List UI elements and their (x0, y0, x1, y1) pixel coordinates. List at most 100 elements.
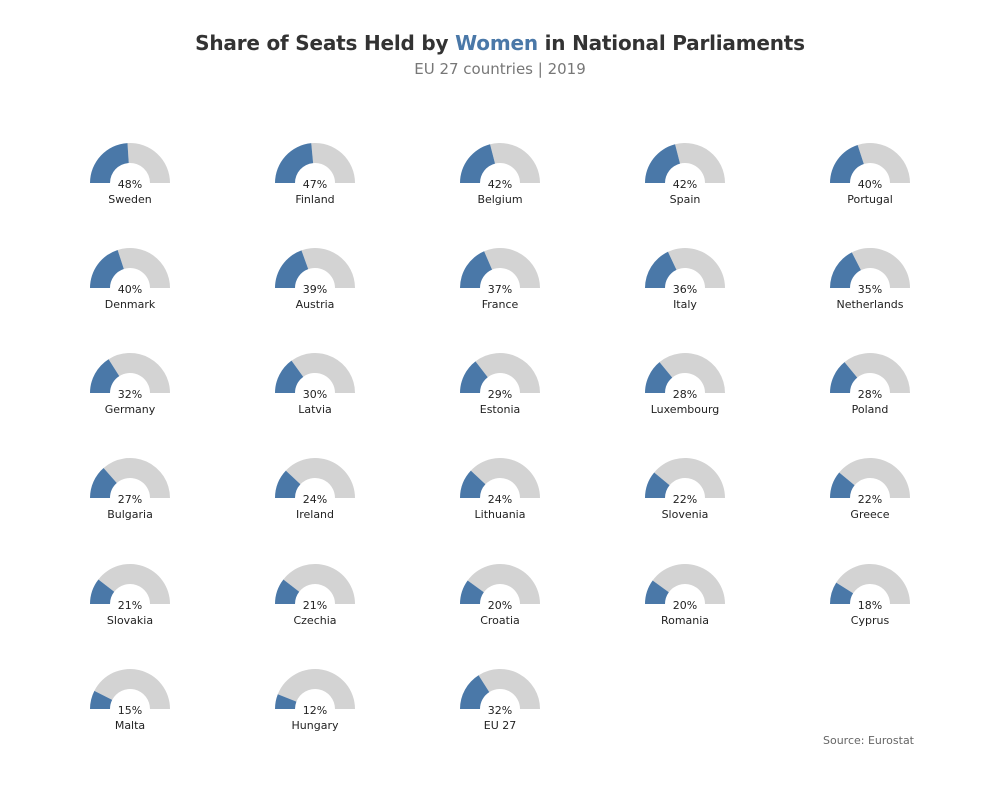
value-label-cyprus: 18% (858, 599, 882, 612)
gauge-malta: 15% Malta (90, 669, 170, 732)
gauge-rest-lithuania (470, 458, 540, 498)
gauge-rest-slovenia (654, 457, 725, 498)
country-label-hungary: Hungary (292, 719, 339, 732)
country-label-poland: Poland (852, 403, 889, 416)
gauge-rest-malta (94, 669, 170, 709)
value-label-netherlands: 35% (858, 283, 882, 296)
country-label-malta: Malta (115, 719, 145, 732)
gauge-germany: 32% Germany (90, 353, 170, 416)
country-label-spain: Spain (670, 193, 701, 206)
value-label-malta: 15% (118, 704, 142, 717)
value-label-spain: 42% (673, 178, 697, 191)
gauge-luxembourg: 28% Luxembourg (645, 352, 725, 416)
value-label-sweden: 48% (118, 178, 142, 191)
value-label-germany: 32% (118, 388, 142, 401)
gauge-estonia: 29% Estonia (460, 352, 541, 416)
gauge-romania: 20% Romania (645, 564, 725, 627)
country-label-slovenia: Slovenia (662, 508, 709, 521)
gauge-women-belgium (460, 144, 496, 183)
gauge-denmark: 40% Denmark (90, 248, 170, 311)
gauge-women-malta (90, 690, 113, 709)
gauge-bulgaria: 27% Bulgaria (90, 458, 170, 521)
value-label-czechia: 21% (303, 599, 327, 612)
value-label-italy: 36% (673, 283, 697, 296)
gauge-ireland: 24% Ireland (275, 458, 355, 521)
country-label-denmark: Denmark (105, 298, 156, 311)
gauge-slovakia: 21% Slovakia (90, 563, 170, 627)
gauge-women-czechia (275, 579, 300, 604)
country-label-cyprus: Cyprus (851, 614, 890, 627)
gauge-rest-slovakia (98, 563, 170, 604)
chart-subtitle: EU 27 countries | 2019 (414, 60, 586, 78)
gauge-women-netherlands (830, 252, 861, 288)
country-label-eu-27: EU 27 (484, 719, 517, 732)
gauge-rest-luxembourg (659, 352, 725, 393)
gauge-czechia: 21% Czechia (275, 563, 355, 627)
gauge-women-ireland (275, 470, 301, 498)
value-label-slovakia: 21% (118, 599, 142, 612)
gauge-slovenia: 22% Slovenia (645, 457, 725, 521)
gauge-women-romania (645, 580, 669, 604)
value-label-luxembourg: 28% (673, 388, 697, 401)
gauge-women-spain (645, 144, 681, 183)
gauge-rest-finland (311, 143, 355, 183)
country-label-ireland: Ireland (296, 508, 334, 521)
gauge-women-sweden (90, 143, 129, 183)
gauge-rest-belgium (490, 143, 540, 183)
country-label-italy: Italy (673, 298, 697, 311)
gauge-finland: 47% Finland (275, 143, 355, 206)
value-label-lithuania: 24% (488, 493, 512, 506)
gauge-women-slovenia (645, 472, 670, 498)
value-label-poland: 28% (858, 388, 882, 401)
country-label-slovakia: Slovakia (107, 614, 153, 627)
gauge-cyprus: 18% Cyprus (830, 564, 910, 627)
gauge-portugal: 40% Portugal (830, 143, 910, 206)
value-label-denmark: 40% (118, 283, 142, 296)
country-label-latvia: Latvia (298, 403, 332, 416)
country-label-greece: Greece (850, 508, 889, 521)
gauge-rest-france (484, 247, 540, 288)
gauge-women-germany (90, 359, 120, 393)
gauge-hungary: 12% Hungary (275, 669, 355, 732)
value-label-slovenia: 22% (673, 493, 697, 506)
gauge-rest-czechia (283, 563, 355, 604)
gauge-poland: 28% Poland (830, 352, 910, 416)
gauge-rest-bulgaria (103, 458, 170, 498)
gauge-women-latvia (275, 360, 304, 393)
gauge-rest-estonia (475, 352, 541, 393)
country-label-croatia: Croatia (480, 614, 520, 627)
country-label-netherlands: Netherlands (836, 298, 903, 311)
value-label-latvia: 30% (303, 388, 327, 401)
country-label-france: France (482, 298, 519, 311)
value-label-belgium: 42% (488, 178, 512, 191)
value-label-finland: 47% (303, 178, 327, 191)
country-label-czechia: Czechia (293, 614, 336, 627)
gauge-rest-croatia (467, 564, 540, 604)
gauge-women-luxembourg (645, 362, 673, 393)
gauge-women-estonia (460, 361, 488, 393)
country-label-portugal: Portugal (847, 193, 893, 206)
value-label-bulgaria: 27% (118, 493, 142, 506)
country-label-luxembourg: Luxembourg (651, 403, 720, 416)
gauge-austria: 39% Austria (275, 247, 355, 311)
gauge-spain: 42% Spain (645, 143, 725, 206)
gauge-women-slovakia (90, 579, 115, 604)
country-label-bulgaria: Bulgaria (107, 508, 153, 521)
chart-title: Share of Seats Held by Women in National… (0, 31, 1000, 55)
gauge-rest-greece (839, 457, 910, 498)
gauge-women-finland (275, 143, 314, 183)
value-label-croatia: 20% (488, 599, 512, 612)
value-label-greece: 22% (858, 493, 882, 506)
gauge-rest-sweden (127, 143, 170, 183)
gauge-women-eu-27 (460, 675, 490, 709)
gauge-sweden: 48% Sweden (90, 143, 170, 206)
gauge-latvia: 30% Latvia (275, 353, 355, 416)
gauge-rest-romania (652, 564, 725, 604)
title-highlight: Women (455, 31, 538, 55)
gauge-rest-cyprus (836, 564, 910, 604)
value-label-estonia: 29% (488, 388, 512, 401)
gauge-croatia: 20% Croatia (460, 564, 540, 627)
gauge-rest-austria (301, 247, 355, 288)
gauge-women-cyprus (830, 582, 854, 604)
